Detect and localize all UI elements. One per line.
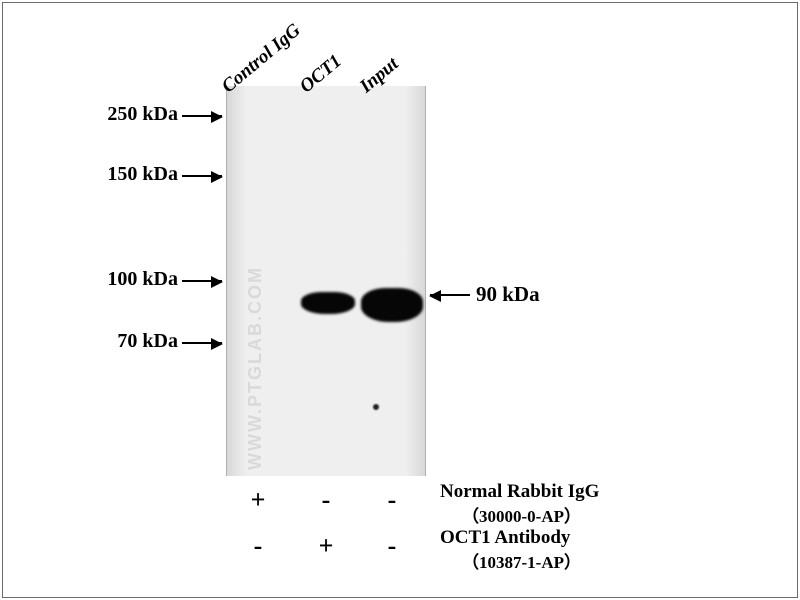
ip-symbol: - (382, 531, 402, 561)
band-size-label: 90 kDa (476, 282, 540, 307)
arrow-right-icon (182, 175, 222, 177)
arrow-right-icon (182, 342, 222, 344)
mw-marker-label: 150 kDa (107, 163, 178, 186)
ip-row-label: OCT1 Antibody (440, 527, 570, 549)
ip-symbol: - (316, 485, 336, 515)
blot-band (361, 288, 423, 322)
watermark-text: WWW.PTGLAB.COM (245, 266, 266, 470)
arrow-right-icon (182, 115, 222, 117)
ip-symbol: + (316, 531, 336, 561)
ip-symbol: - (382, 485, 402, 515)
blot-speck (373, 404, 379, 410)
mw-marker-label: 70 kDa (117, 330, 178, 353)
ip-row-label: Normal Rabbit IgG (440, 481, 599, 503)
ip-row-sublabel: （30000-0-AP） (462, 502, 581, 527)
blot-band (301, 292, 355, 314)
figure-container: WWW.PTGLAB.COM Control IgGOCT1Input 250 … (0, 0, 800, 600)
mw-marker-label: 100 kDa (107, 268, 178, 291)
mw-marker-label: 250 kDa (107, 103, 178, 126)
ip-row-sublabel: （10387-1-AP） (462, 548, 581, 573)
arrow-left-icon (430, 294, 470, 296)
ip-symbol: + (248, 485, 268, 515)
western-blot-strip: WWW.PTGLAB.COM (226, 86, 426, 476)
ip-symbol: - (248, 531, 268, 561)
arrow-right-icon (182, 280, 222, 282)
